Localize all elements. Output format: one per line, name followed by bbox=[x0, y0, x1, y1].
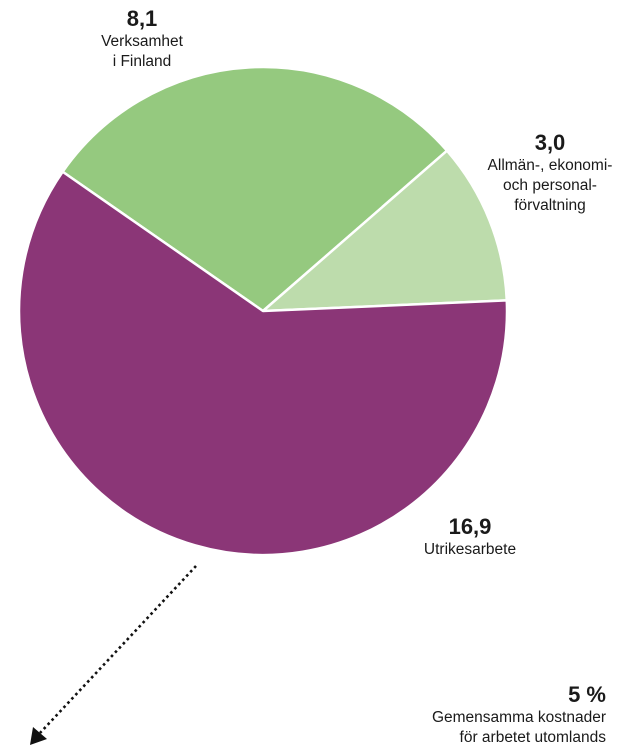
pie-slice-utrikesarbete bbox=[17, 170, 509, 557]
slice-label-line: Utrikesarbete bbox=[423, 541, 517, 558]
slice-value: 8,1 bbox=[126, 6, 158, 31]
slice-label-utrikesarbete: 16,9 Utrikesarbete bbox=[395, 514, 545, 560]
slice-label-line: Allmän-, ekonomi- bbox=[487, 157, 613, 174]
annotation-label: 5 % Gemensamma kostnader för arbetet uto… bbox=[360, 682, 606, 748]
pie-slice-verksamhet bbox=[61, 65, 449, 313]
slice-label-line: i Finland bbox=[112, 53, 172, 70]
annotation-label-line: Gemensamma kostnader bbox=[431, 709, 606, 726]
annotation-value: 5 % bbox=[568, 682, 606, 707]
slice-label-line: Verksamhet bbox=[101, 33, 183, 50]
arrowhead-icon bbox=[30, 727, 47, 745]
slice-label-line: förvaltning bbox=[514, 197, 586, 214]
annotation-arrow bbox=[39, 565, 197, 734]
pie-slice-forvaltning bbox=[261, 149, 509, 313]
slice-value: 16,9 bbox=[448, 514, 492, 539]
slice-label-verksamhet: 8,1 Verksamhet i Finland bbox=[52, 6, 232, 72]
slice-label-line: och personal- bbox=[503, 177, 597, 194]
slice-label-forvaltning: 3,0 Allmän-, ekonomi- och personal- förv… bbox=[470, 130, 630, 216]
annotation-label-line: för arbetet utomlands bbox=[459, 729, 606, 746]
slice-value: 3,0 bbox=[534, 130, 566, 155]
